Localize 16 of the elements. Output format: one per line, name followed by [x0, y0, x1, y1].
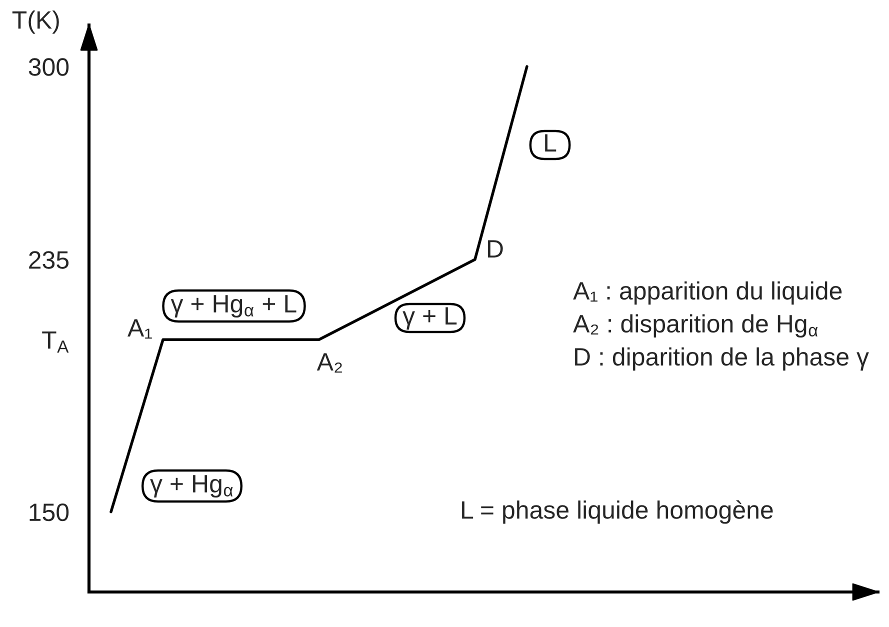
annotation: D	[488, 240, 503, 258]
text: D : diparition de la phase γ	[575, 347, 869, 371]
y-tick-label: T$_{A}$	[42, 331, 69, 353]
annotation: γ + Hg$_{α}$ + L	[170, 295, 296, 318]
annotation: A₁	[127, 319, 152, 339]
y-axis-title: T(K)	[12, 10, 59, 34]
y-tick-label: 235	[29, 251, 69, 269]
text: A₂ : disparition de Hg$_{α}$	[573, 314, 818, 338]
y-tick-label: 150	[30, 503, 69, 522]
annotation: A₂	[316, 353, 342, 373]
annotation: γ + L	[402, 307, 457, 330]
text: A₁ : apparition du liquide	[573, 281, 842, 305]
annotation: γ + Hg$_{α}$	[150, 475, 233, 498]
y-tick-label: 300	[28, 58, 69, 76]
annotation: L = phase liquide homogène	[462, 500, 773, 524]
annotation: L	[545, 134, 556, 152]
